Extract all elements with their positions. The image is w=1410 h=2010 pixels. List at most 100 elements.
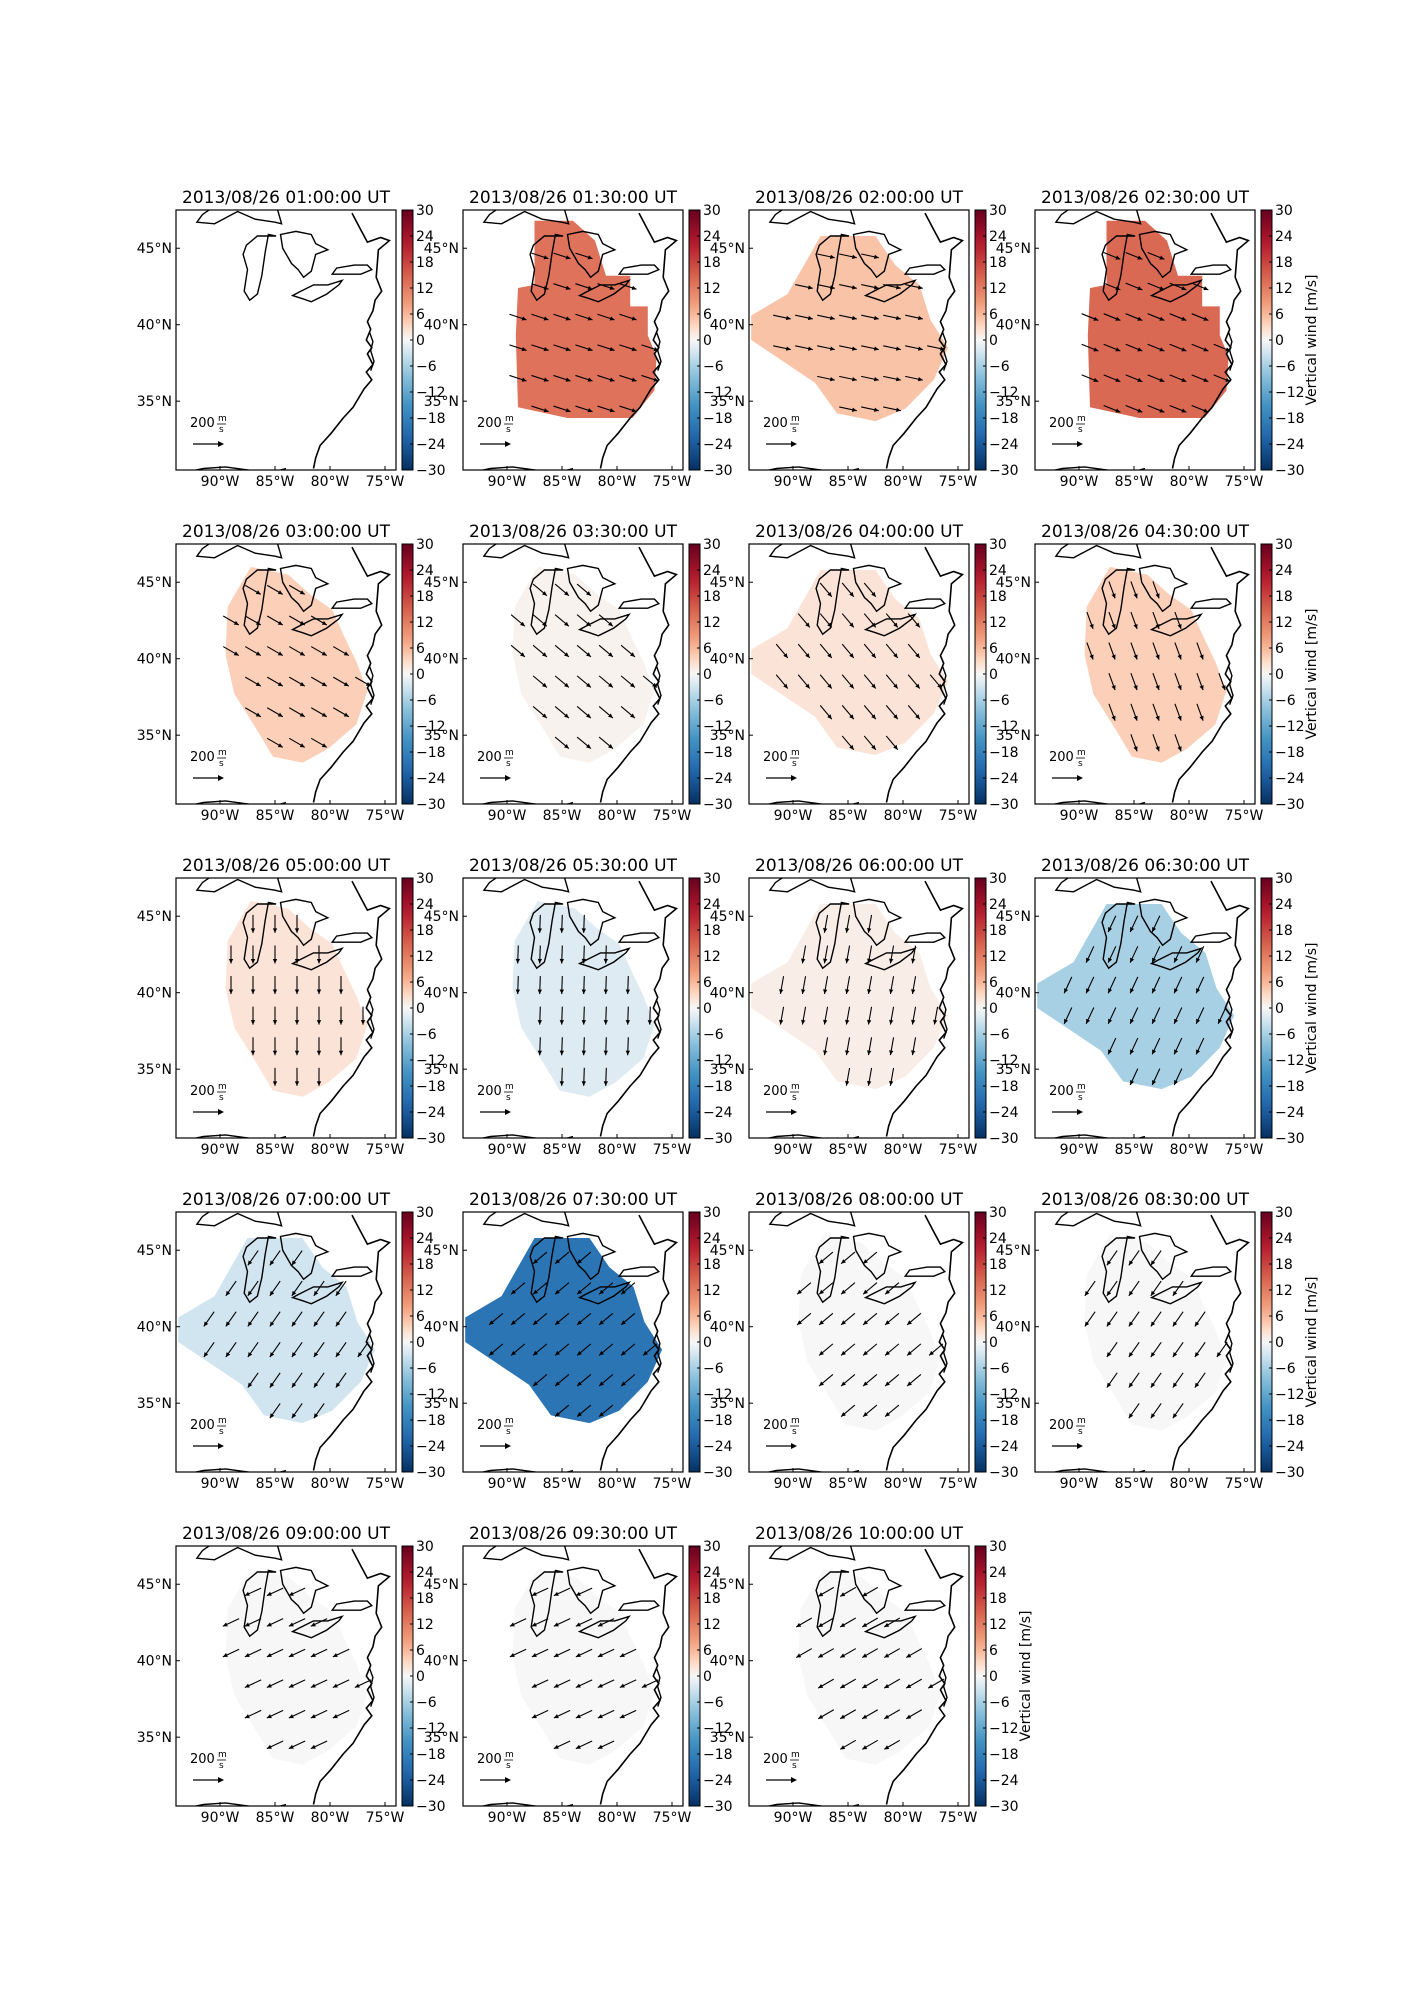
lon-tick-label: 75°W	[939, 808, 978, 824]
wind-vector	[1084, 1280, 1096, 1297]
svg-text:s: s	[219, 1761, 224, 1771]
colorbar-tick-label: 18	[416, 1257, 434, 1273]
wind-vector	[927, 345, 945, 351]
wind-region	[1084, 1234, 1227, 1431]
colorbar-tick-label: −6	[989, 1695, 1010, 1711]
lon-tick-label: 85°W	[543, 1476, 582, 1492]
chesapeake-bay	[368, 1000, 375, 1039]
colorbar-tick-label: −18	[989, 1747, 1019, 1763]
lon-tick-label: 85°W	[829, 1142, 868, 1158]
lon-tick-label: 80°W	[598, 808, 637, 824]
lat-tick-label: 45°N	[710, 575, 745, 591]
wind-vector	[554, 736, 570, 750]
great-lake	[529, 233, 564, 302]
wind-vector	[911, 976, 917, 995]
panel-title: 2013/08/26 10:00:00 UT	[755, 1524, 964, 1544]
wind-vector	[867, 1037, 873, 1056]
colorbar-tick-label: 12	[1275, 949, 1293, 965]
wind-vector	[597, 405, 615, 413]
svg-text:200: 200	[477, 1418, 502, 1433]
wind-vector	[1191, 374, 1209, 383]
wind-vector	[338, 976, 344, 995]
wind-vector	[576, 706, 592, 719]
wind-region	[512, 566, 655, 763]
svg-text:s: s	[1078, 425, 1083, 435]
wind-vector	[845, 914, 851, 933]
lat-tick-label: 45°N	[710, 241, 745, 257]
chesapeake-bay	[1227, 666, 1234, 705]
wind-vector	[509, 344, 527, 352]
colorbar-tick-label: −18	[416, 1747, 446, 1763]
colorbar-tick-label: 6	[416, 641, 425, 657]
great-lake	[903, 264, 947, 275]
wind-vector	[510, 1312, 526, 1326]
coastline	[885, 880, 964, 1137]
wind-vector	[1125, 404, 1143, 413]
colorbar: 30 24 18 12 6 0 −6 −12 −18 −24 −30 Vertical wind [m…	[1260, 1205, 1320, 1481]
great-lake	[1149, 947, 1203, 971]
gulf-coast	[479, 1468, 574, 1472]
wind-vector	[532, 1282, 548, 1295]
wind-vector	[310, 1740, 328, 1750]
wind-vector	[620, 1374, 636, 1387]
wind-vector	[1194, 1341, 1206, 1358]
great-lake	[863, 947, 917, 971]
gulf-coast	[765, 1468, 860, 1472]
wind-vector	[773, 314, 791, 321]
wind-vector	[841, 582, 855, 598]
chesapeake-bay	[1227, 1000, 1234, 1039]
wind-vector	[823, 1037, 829, 1056]
lat-tick-label: 35°N	[710, 394, 745, 410]
wind-vector	[840, 1404, 856, 1418]
wind-vector	[532, 706, 548, 719]
gulf-coast	[1051, 800, 1146, 804]
wind-vector	[906, 1374, 922, 1387]
colorbar: 30 24 18 12 6 0 −6 −12 −18 −24 −30	[401, 537, 446, 813]
great-lake	[1101, 901, 1136, 970]
wind-vector	[288, 1587, 306, 1597]
map-panel: 2013/08/26 10:00:00 UT 200 ms 90°W 85°W 80°W 7…	[710, 1524, 1034, 1826]
axes-frame	[748, 209, 970, 471]
svg-text:m: m	[791, 1416, 800, 1426]
colorbar-tick-label: 18	[1275, 255, 1293, 271]
colorbar-tick-label: 30	[989, 871, 1007, 887]
wind-vector	[575, 283, 593, 290]
wind-region	[751, 570, 949, 756]
colorbar-tick-label: 12	[989, 949, 1007, 965]
great-lake	[482, 1212, 570, 1227]
colorbar-label: Vertical wind [m/s]	[1018, 1611, 1034, 1742]
lat-tick-label: 40°N	[137, 318, 172, 334]
colorbar-tick-label: −6	[703, 1027, 724, 1043]
wind-vector	[1103, 404, 1121, 413]
wind-vector	[863, 735, 877, 751]
wind-vector	[244, 615, 262, 626]
wind-vector	[1147, 313, 1165, 321]
colorbar-tick-label: −18	[416, 1413, 446, 1429]
colorbar-tick-label: −30	[1275, 1465, 1305, 1481]
colorbar-tick-label: 18	[1275, 1257, 1293, 1273]
panel-title: 2013/08/26 03:30:00 UT	[469, 522, 678, 542]
colorbar-tick-label: 24	[1275, 1231, 1293, 1247]
coastline	[599, 1214, 678, 1471]
wind-vector	[929, 674, 943, 689]
lat-tick-label: 35°N	[710, 728, 745, 744]
lat-tick-label: 40°N	[710, 1320, 745, 1336]
gulf-coast	[479, 800, 574, 804]
wind-vector	[1128, 1341, 1140, 1358]
colorbar-tick-label: −18	[989, 411, 1019, 427]
lon-tick-label: 85°W	[1115, 474, 1154, 490]
panel-title: 2013/08/26 06:00:00 UT	[755, 856, 964, 876]
wind-vector	[883, 1678, 901, 1689]
wind-vector	[247, 1311, 259, 1327]
wind-vector	[1107, 976, 1117, 994]
colorbar-tick-label: 12	[416, 1617, 434, 1633]
lon-tick-label: 90°W	[1060, 1142, 1099, 1158]
wind-vector	[1086, 642, 1094, 660]
map-panel: 2013/08/26 03:30:00 UT 200 ms 90°W 85°W 80°W 7…	[424, 522, 733, 824]
wind-vector	[316, 976, 322, 995]
panel-title: 2013/08/26 09:00:00 UT	[182, 1524, 391, 1544]
reference-vector: 200 ms	[477, 1416, 514, 1449]
gulf-coast	[765, 1134, 860, 1138]
lat-tick-label: 45°N	[137, 1577, 172, 1593]
